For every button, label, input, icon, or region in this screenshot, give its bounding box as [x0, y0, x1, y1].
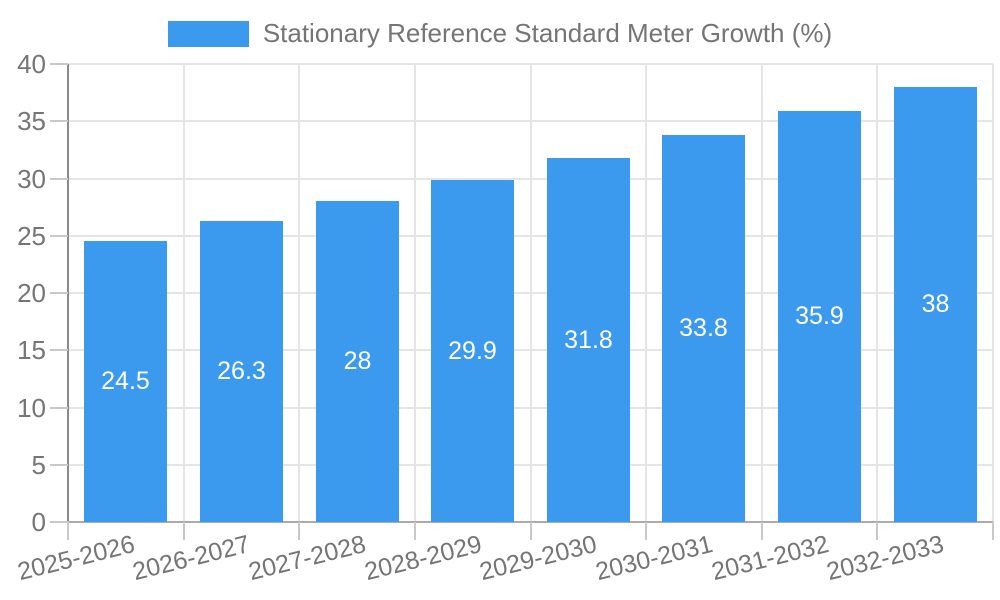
x-axis-tick: [760, 522, 763, 540]
y-axis-tick: [50, 521, 68, 523]
bar-value-label: 38: [921, 290, 950, 318]
bar-value-label: 24.5: [101, 367, 150, 395]
vertical-gridline: [529, 64, 532, 522]
y-axis-tick-label: 10: [17, 392, 46, 423]
bar[interactable]: 26.3: [200, 221, 283, 522]
x-axis-category-label: 2032-2033: [823, 530, 947, 587]
x-axis-category-label: 2031-2032: [708, 530, 832, 587]
y-axis-tick: [50, 234, 68, 237]
bar[interactable]: 38: [894, 87, 977, 522]
legend-label: Stationary Reference Standard Meter Grow…: [262, 18, 833, 48]
bar-value-label: 26.3: [217, 357, 266, 385]
y-axis-tick-label: 25: [17, 220, 46, 251]
y-axis-tick: [50, 63, 68, 65]
bar[interactable]: 29.9: [431, 180, 514, 522]
y-axis-tick: [50, 406, 68, 409]
chart-legend[interactable]: Stationary Reference Standard Meter Grow…: [0, 18, 1000, 49]
bar[interactable]: 35.9: [778, 111, 861, 522]
y-axis-tick: [50, 177, 68, 180]
x-axis-tick: [413, 522, 416, 540]
bar-value-label: 35.9: [795, 302, 844, 330]
x-axis-category-label: 2025-2026: [14, 530, 138, 587]
x-axis-tick: [67, 522, 69, 540]
x-axis-category-label: 2029-2030: [477, 530, 600, 587]
x-axis-tick: [876, 522, 879, 540]
y-axis-tick-label: 35: [17, 106, 46, 137]
y-axis-tick-label: 30: [17, 163, 46, 194]
x-axis-tick: [645, 522, 648, 540]
bar[interactable]: 24.5: [84, 241, 167, 522]
vertical-gridline: [645, 64, 648, 522]
x-axis-tick: [298, 522, 301, 540]
legend-swatch-icon: [167, 20, 249, 47]
y-axis-tick-label: 40: [17, 49, 46, 79]
bar[interactable]: 31.8: [547, 158, 630, 522]
y-axis-tick-label: 20: [17, 278, 46, 308]
y-axis-tick-label: 15: [17, 335, 46, 366]
y-axis-tick: [50, 349, 68, 352]
bar[interactable]: 33.8: [662, 135, 745, 522]
x-axis-tick: [992, 522, 994, 540]
x-axis-category-label: 2027-2028: [245, 530, 369, 587]
y-axis-line: [67, 64, 69, 522]
x-axis-tick: [182, 522, 185, 540]
bar-value-label: 33.8: [679, 314, 728, 342]
x-axis-category-label: 2026-2027: [130, 530, 253, 587]
plot-area: 24.5 26.3 28 29.9 31.8 33.8 35.9 38: [67, 63, 994, 523]
vertical-gridline: [760, 64, 763, 522]
y-axis-tick-label: 5: [31, 449, 46, 480]
bar-value-label: 28: [343, 347, 372, 375]
x-axis-category-label: 2030-2031: [592, 530, 716, 587]
vertical-gridline: [876, 64, 879, 522]
vertical-gridline: [413, 64, 416, 522]
bar-value-label: 29.9: [448, 336, 497, 365]
y-axis-tick: [50, 463, 68, 466]
y-axis-tick: [50, 120, 68, 123]
vertical-gridline: [182, 64, 185, 522]
y-axis-tick: [50, 292, 68, 294]
bar[interactable]: 28: [316, 201, 399, 522]
y-axis-tick-label: 0: [31, 507, 46, 537]
bar-value-label: 31.8: [564, 325, 613, 354]
vertical-gridline: [992, 64, 994, 522]
vertical-gridline: [298, 64, 301, 522]
x-axis-category-label: 2028-2029: [361, 530, 485, 587]
x-axis-tick: [529, 522, 532, 540]
